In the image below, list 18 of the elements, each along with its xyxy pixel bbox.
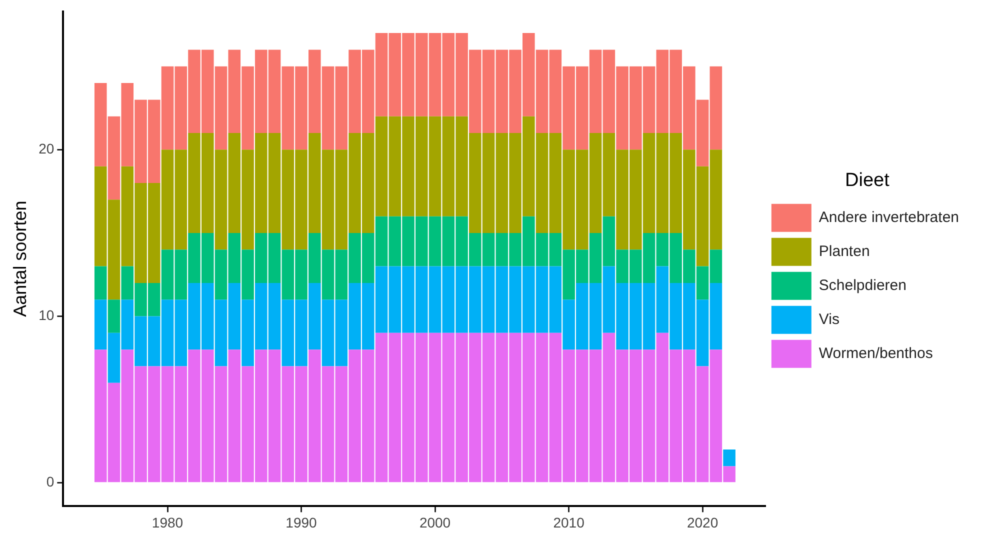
bar: [723, 450, 736, 466]
x-tick-label: 2020: [686, 514, 718, 530]
x-tick-label: 1990: [286, 514, 318, 530]
legend-label: Andere invertebraten: [818, 209, 960, 226]
bar: [94, 266, 107, 300]
legend-label: Wormen/benthos: [818, 345, 933, 362]
y-tick-label: 0: [46, 474, 54, 490]
y-tick-label: 10: [38, 307, 54, 324]
legend-label: Planten: [818, 243, 870, 260]
legend-label: Vis: [818, 311, 840, 328]
y-tick-label: 20: [38, 140, 54, 157]
legend-label: Schelpdieren: [818, 277, 906, 294]
x-tick-label: 2000: [419, 514, 451, 530]
legend-title: Dieet: [845, 170, 890, 191]
x-tick-label: 1980: [152, 514, 184, 530]
y-axis-title: Aantal soorten: [10, 200, 30, 317]
bar: [108, 300, 120, 333]
x-tick-label: 2010: [553, 514, 585, 530]
